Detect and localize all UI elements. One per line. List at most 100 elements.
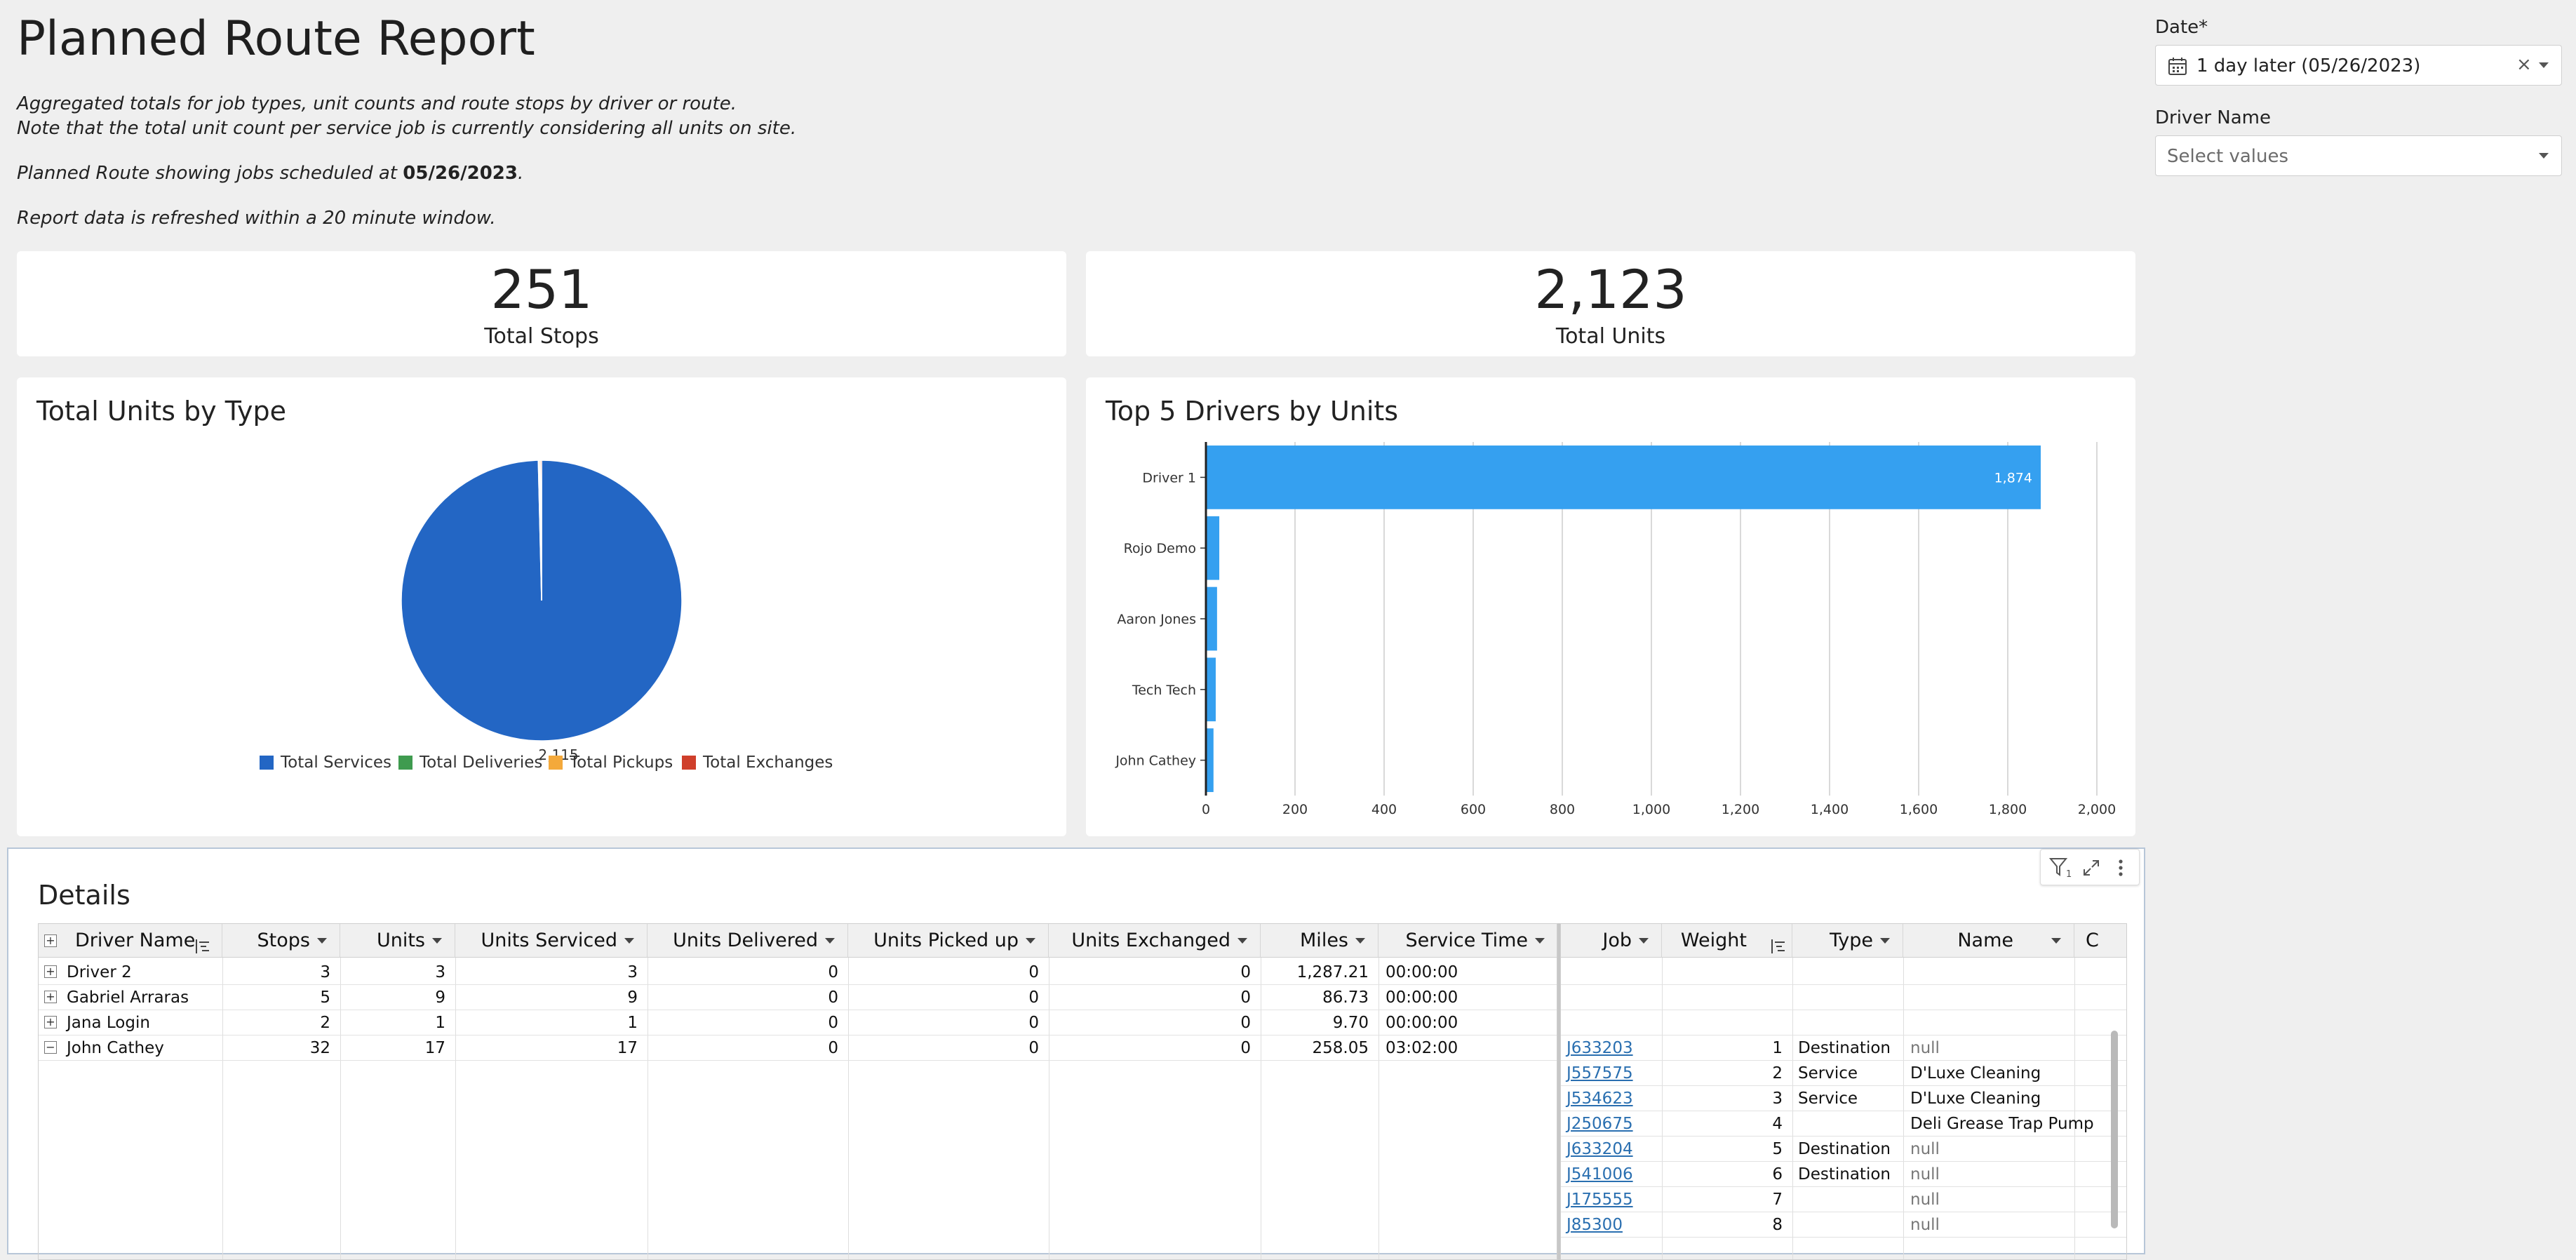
chevron-down-icon[interactable]: [432, 938, 442, 944]
name-cell: null: [1910, 1039, 1940, 1057]
column-header-name[interactable]: Name: [1903, 924, 2074, 958]
column-divider: [1792, 958, 1793, 1259]
job-link[interactable]: J250675: [1567, 1115, 1633, 1133]
job-link[interactable]: J175555: [1567, 1191, 1633, 1209]
column-divider: [1378, 958, 1379, 1259]
date-filter-select[interactable]: 1 day later (05/26/2023) ×: [2155, 45, 2562, 86]
chevron-down-icon[interactable]: [1237, 938, 1247, 944]
table-cell: 00:00:00: [1386, 988, 1458, 1007]
hierarchy-icon[interactable]: [1770, 932, 1787, 957]
expand-row-icon[interactable]: +: [44, 991, 57, 1003]
total-stops-value: 251: [490, 258, 593, 321]
legend-item-deliveries[interactable]: Total Deliveries: [398, 753, 542, 772]
chevron-down-icon[interactable]: [825, 938, 835, 944]
y-category-label: Rojo Demo: [1124, 541, 1196, 556]
bar-aaron-jones[interactable]: [1206, 587, 1217, 651]
column-header-units[interactable]: Units: [340, 924, 455, 958]
chevron-down-icon[interactable]: [1880, 938, 1890, 944]
chevron-down-icon[interactable]: [2539, 62, 2549, 68]
more-options-icon[interactable]: [2114, 858, 2128, 880]
total-units-value: 2,123: [1534, 258, 1687, 321]
column-header-stops[interactable]: Stops: [222, 924, 340, 958]
hierarchy-icon[interactable]: [194, 932, 211, 957]
table-cell: 3: [627, 963, 638, 981]
pie-chart: 2,115: [401, 460, 683, 763]
column-header-label: Units Exchanged: [1071, 930, 1230, 951]
legend-swatch: [682, 756, 696, 770]
driver-filter-select[interactable]: Select values: [2155, 135, 2562, 176]
chevron-down-icon[interactable]: [1535, 938, 1545, 944]
column-divider: [1903, 958, 1904, 1259]
expand-all-icon[interactable]: +: [44, 934, 57, 947]
job-link[interactable]: J557575: [1567, 1064, 1633, 1083]
weight-cell: 2: [1772, 1064, 1783, 1083]
column-divider: [455, 958, 456, 1259]
job-link[interactable]: J633204: [1567, 1140, 1633, 1158]
x-tick-label: 600: [1461, 802, 1486, 817]
column-header-type[interactable]: Type: [1792, 924, 1903, 958]
pie-slice-total-exchanges[interactable]: [539, 460, 542, 601]
x-tick-label: 200: [1282, 802, 1308, 817]
expand-row-icon[interactable]: +: [44, 965, 57, 978]
table-cell: 03:02:00: [1386, 1039, 1458, 1057]
table-cell: 0: [1240, 1039, 1251, 1057]
job-link[interactable]: J633203: [1567, 1039, 1633, 1057]
column-header-label: Units Picked up: [873, 930, 1019, 951]
column-header-driver-name[interactable]: + Driver Name: [39, 924, 222, 958]
chevron-down-icon[interactable]: [1355, 938, 1365, 944]
column-header-label: Name: [1957, 930, 2013, 951]
row-divider: [39, 984, 1557, 985]
filter-icon[interactable]: 1: [2048, 857, 2073, 882]
job-link[interactable]: J534623: [1567, 1090, 1633, 1108]
driver-name-cell[interactable]: Driver 2: [67, 963, 132, 981]
column-header-units-exchanged[interactable]: Units Exchanged: [1049, 924, 1261, 958]
column-header-c[interactable]: C: [2074, 924, 2126, 958]
table-cell: 0: [1028, 963, 1039, 981]
column-header-units-picked-up[interactable]: Units Picked up: [848, 924, 1049, 958]
description-date-prefix: Planned Route showing jobs scheduled at: [17, 163, 403, 184]
table-cell: 0: [1028, 1014, 1039, 1032]
legend-item-exchanges[interactable]: Total Exchanges: [682, 753, 833, 772]
chevron-down-icon[interactable]: [1639, 938, 1649, 944]
weight-cell: 6: [1772, 1165, 1783, 1184]
driver-name-cell[interactable]: Gabriel Arraras: [67, 988, 189, 1007]
table-cell: 5: [320, 988, 330, 1007]
table-cell: 0: [828, 988, 838, 1007]
vertical-scrollbar[interactable]: [2111, 1031, 2118, 1228]
chevron-down-icon[interactable]: [624, 938, 634, 944]
bar-driver-1[interactable]: [1206, 445, 2041, 509]
column-header-miles[interactable]: Miles: [1261, 924, 1378, 958]
date-filter-value: 1 day later (05/26/2023): [2196, 55, 2421, 76]
date-filter-label: Date*: [2155, 17, 2208, 38]
driver-name-cell[interactable]: Jana Login: [67, 1014, 150, 1032]
bar-rojo-demo[interactable]: [1206, 516, 1220, 580]
column-header-service-time[interactable]: Service Time: [1378, 924, 1557, 958]
collapse-row-icon[interactable]: −: [44, 1041, 57, 1054]
chevron-down-icon[interactable]: [1026, 938, 1035, 944]
bar-john-cathey[interactable]: [1206, 728, 1214, 792]
column-header-weight[interactable]: Weight: [1662, 924, 1792, 958]
chevron-down-icon[interactable]: [2539, 153, 2549, 159]
column-header-job[interactable]: Job: [1561, 924, 1662, 958]
type-cell: Service: [1798, 1090, 1858, 1108]
x-tick-label: 800: [1550, 802, 1575, 817]
clear-icon[interactable]: ×: [2516, 54, 2532, 75]
chevron-down-icon[interactable]: [2051, 938, 2061, 944]
bar-chart: 0 200 400 600 800 1,000 1,200 1,400 1,600 1,800 2,…: [1115, 442, 2116, 817]
driver-name-cell[interactable]: John Cathey: [67, 1039, 164, 1057]
job-link[interactable]: J541006: [1567, 1165, 1633, 1184]
expand-icon[interactable]: [2081, 858, 2101, 880]
grid-splitter[interactable]: [1557, 923, 1560, 1260]
legend-item-pickups[interactable]: Total Pickups: [549, 753, 673, 772]
job-link[interactable]: J85300: [1567, 1216, 1623, 1234]
row-divider: [39, 1060, 1557, 1061]
column-header-units-delivered[interactable]: Units Delivered: [648, 924, 848, 958]
chevron-down-icon[interactable]: [317, 938, 327, 944]
job-table: Job Weight Type Name C J633203 1 Destinati…: [1560, 923, 2127, 1260]
table-cell: 9.70: [1332, 1014, 1369, 1032]
column-header-units-serviced[interactable]: Units Serviced: [455, 924, 648, 958]
name-cell: D'Luxe Cleaning: [1910, 1090, 2041, 1108]
legend-item-services[interactable]: Total Services: [260, 753, 391, 772]
expand-row-icon[interactable]: +: [44, 1016, 57, 1028]
bar-tech-tech[interactable]: [1206, 657, 1216, 722]
